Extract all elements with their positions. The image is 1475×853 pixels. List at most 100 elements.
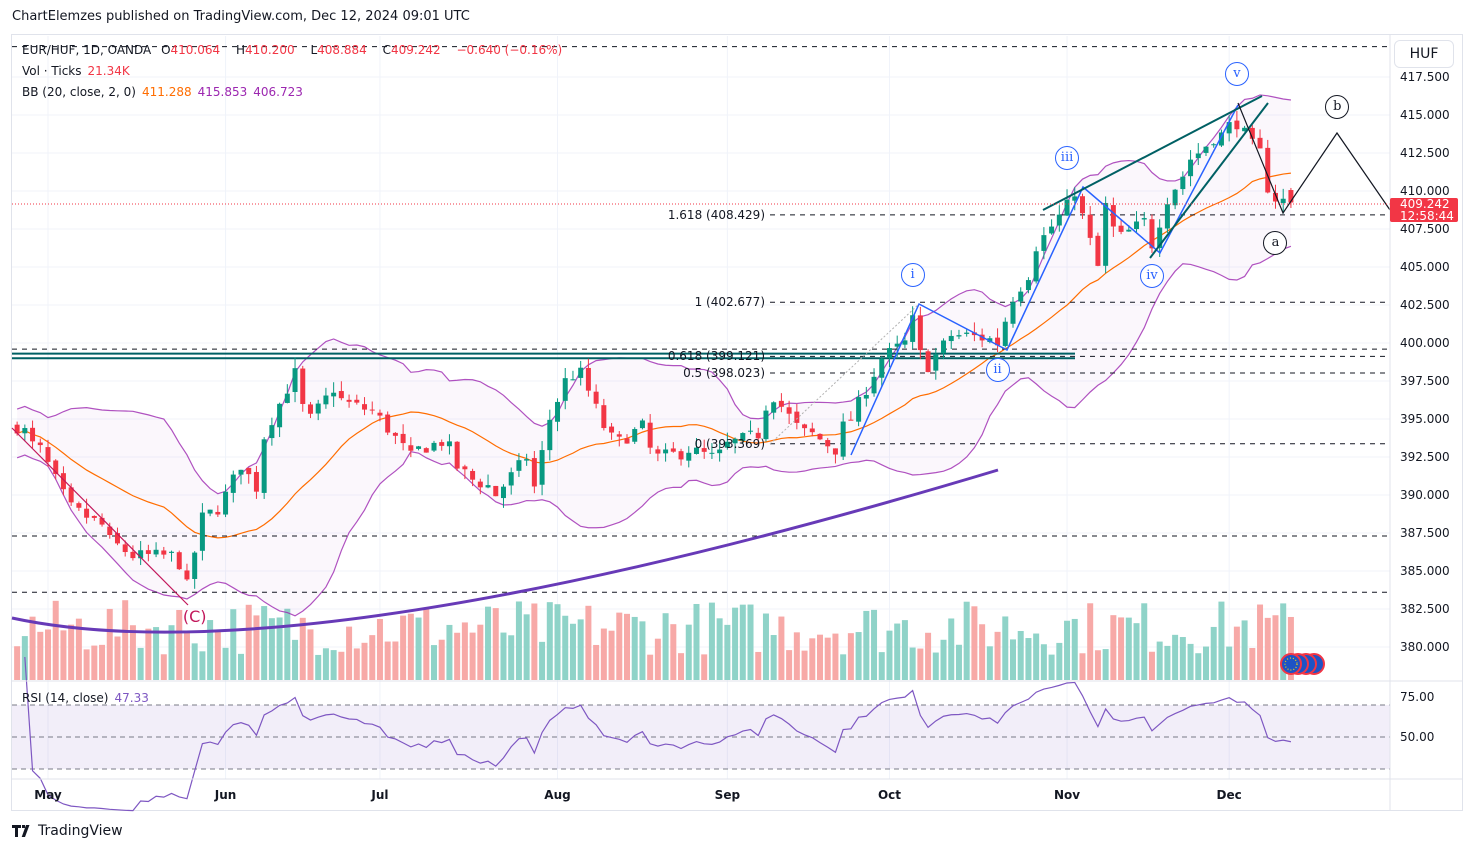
- current-price-value: 409.242: [1400, 198, 1450, 211]
- candle: [223, 491, 229, 515]
- volume-bar: [400, 615, 407, 680]
- wave-label[interactable]: b: [1325, 95, 1350, 120]
- volume-bar: [678, 653, 685, 680]
- volume-bar: [75, 618, 82, 680]
- event-icons[interactable]: [1280, 653, 1325, 675]
- wave-label[interactable]: iii: [1055, 145, 1080, 170]
- volume-bar: [662, 613, 669, 680]
- volume-bar: [755, 651, 762, 680]
- candle: [663, 449, 669, 454]
- candle: [601, 405, 607, 429]
- volume-bar: [199, 651, 206, 680]
- volume-bar: [724, 624, 731, 680]
- candle: [261, 439, 267, 493]
- fib-label: 0.5 (398.023): [683, 366, 765, 381]
- wave-label[interactable]: a: [1263, 230, 1288, 255]
- volume-bar: [1102, 649, 1109, 680]
- projection-lines[interactable]: [1237, 102, 1391, 215]
- bar-countdown: 12:58:44: [1400, 209, 1454, 222]
- volume-bar: [292, 639, 299, 680]
- candle: [763, 410, 769, 440]
- volume-bar: [1094, 650, 1101, 680]
- tradingview-logo[interactable]: TradingView: [12, 823, 123, 839]
- volume-bar: [469, 632, 476, 680]
- candle: [771, 402, 777, 413]
- candle: [1172, 189, 1178, 206]
- downtrend-line[interactable]: [11, 427, 189, 606]
- volume-bar: [207, 620, 214, 680]
- candle: [655, 449, 661, 454]
- candle: [794, 411, 800, 423]
- volume-bar: [871, 609, 878, 680]
- volume-bar: [1025, 638, 1032, 680]
- volume-bar: [685, 624, 692, 680]
- volume-bar: [1233, 626, 1240, 680]
- wave-label[interactable]: i: [900, 262, 925, 287]
- volume-bar: [824, 637, 831, 680]
- volume-bar: [577, 619, 584, 680]
- price-tick: 417.500: [1400, 70, 1450, 84]
- candle: [292, 368, 298, 393]
- candle: [53, 460, 59, 475]
- candle: [184, 570, 190, 580]
- candle: [1257, 137, 1263, 149]
- candle: [686, 452, 692, 461]
- volume-bar: [222, 647, 229, 680]
- candle: [925, 351, 931, 373]
- volume-bar: [855, 632, 862, 680]
- volume-bar: [276, 617, 283, 680]
- volume-bar: [901, 620, 908, 680]
- candle: [354, 399, 360, 403]
- volume-bar: [353, 648, 360, 680]
- volume-bar: [979, 624, 986, 680]
- candle: [238, 469, 244, 475]
- candle: [1234, 120, 1240, 130]
- price-tick: 415.000: [1400, 108, 1450, 122]
- candle: [1002, 321, 1008, 346]
- volume-bar: [986, 646, 993, 680]
- arc-curve[interactable]: [11, 468, 999, 634]
- candle: [871, 376, 877, 394]
- volume-bar: [168, 625, 175, 680]
- eu-flag-icon[interactable]: [1280, 653, 1302, 675]
- candles: [14, 110, 1294, 589]
- candle: [856, 397, 862, 422]
- candle: [562, 378, 568, 401]
- volume-bar: [261, 606, 268, 680]
- price-tick: 395.000: [1400, 412, 1450, 426]
- candle: [717, 449, 723, 454]
- wave-label[interactable]: iv: [1139, 264, 1164, 289]
- candle: [277, 403, 283, 428]
- month-label: Aug: [544, 788, 571, 802]
- volume-bar: [909, 647, 916, 680]
- volume-bar: [554, 604, 561, 680]
- symbol[interactable]: EUR/HUF, 1D, OANDA: [22, 43, 152, 57]
- currency-button[interactable]: HUF: [1394, 40, 1454, 68]
- candle: [1288, 190, 1294, 203]
- wave-label[interactable]: v: [1224, 61, 1249, 86]
- volume-bar: [284, 608, 291, 680]
- wave-label[interactable]: (C): [182, 606, 207, 626]
- month-label: Oct: [877, 788, 901, 802]
- price-tick: 405.000: [1400, 260, 1450, 274]
- volume-bar: [446, 624, 453, 680]
- volume-legend: Vol · Ticks 21.34K: [22, 64, 130, 78]
- volume-bar: [392, 641, 399, 680]
- volume-bar: [600, 628, 607, 680]
- month-label: Sep: [714, 788, 741, 802]
- candle: [454, 441, 460, 469]
- volume-bar: [29, 616, 36, 680]
- volume-bar: [585, 605, 592, 680]
- volume-bar: [801, 650, 808, 680]
- candle: [385, 414, 391, 433]
- volume-bar: [1079, 653, 1086, 680]
- channel-upper[interactable]: [1042, 95, 1263, 211]
- volume-bar: [315, 654, 322, 680]
- bb-legend: BB (20, close, 2, 0) 411.288 415.853 406.72…: [22, 85, 303, 99]
- fib-label: 1.618 (408.429): [667, 207, 765, 222]
- price-tick: 397.500: [1400, 374, 1450, 388]
- volume-bar: [608, 630, 615, 680]
- wave-label[interactable]: ii: [985, 358, 1010, 383]
- candle: [693, 447, 699, 454]
